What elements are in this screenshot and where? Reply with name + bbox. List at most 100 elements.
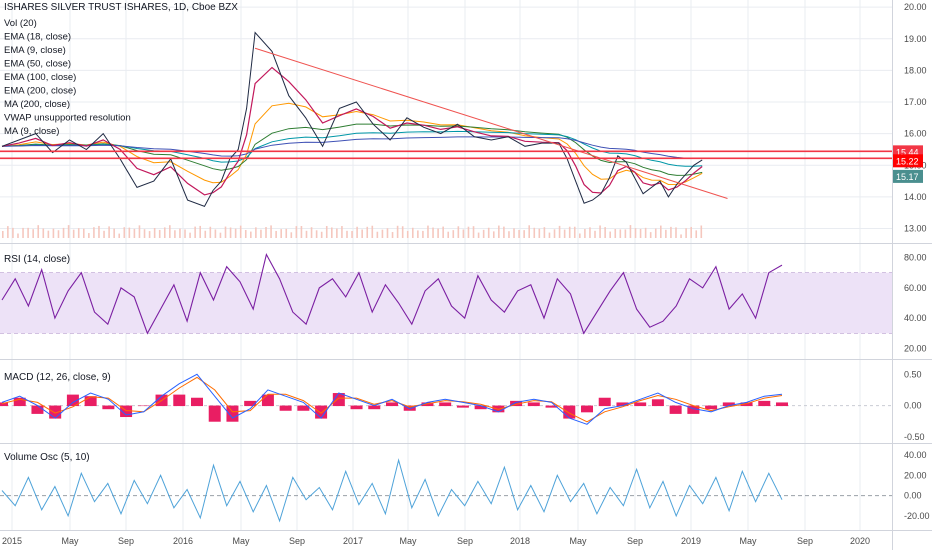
x-tick-label: Sep bbox=[457, 536, 473, 546]
volume-bar bbox=[270, 225, 272, 238]
volume-bar bbox=[599, 225, 601, 238]
volume-bar bbox=[624, 229, 627, 238]
price-tick-label: 14.00 bbox=[904, 192, 927, 202]
ema-9-line bbox=[1, 66, 703, 196]
macd-histogram-bar bbox=[297, 405, 310, 411]
volume-bar bbox=[614, 228, 617, 238]
macd-histogram-bar bbox=[616, 402, 629, 407]
indicator-legend-item: EMA (50, close) bbox=[4, 59, 71, 70]
volume-bar bbox=[457, 226, 460, 238]
volume-bar bbox=[629, 225, 632, 238]
price-tick-label: 17.00 bbox=[904, 97, 927, 107]
macd-histogram-bar bbox=[102, 405, 115, 410]
price-tick-label: 20.00 bbox=[904, 2, 927, 12]
macd-line bbox=[1, 373, 783, 425]
volume-bar bbox=[513, 228, 515, 238]
rsi-tick-label: 20.00 bbox=[904, 343, 927, 353]
volume-bar bbox=[675, 227, 677, 238]
volume-bar bbox=[199, 225, 202, 238]
volume-bar bbox=[280, 229, 282, 238]
volume-bar bbox=[391, 232, 394, 238]
volume-bar bbox=[67, 225, 70, 238]
rsi-series-group bbox=[1, 252, 783, 335]
volume-bar bbox=[113, 228, 115, 238]
volume-bar bbox=[604, 227, 606, 238]
volume-bar bbox=[401, 226, 404, 238]
volume-bar bbox=[204, 230, 207, 238]
indicator-legend-item: MA (200, close) bbox=[4, 99, 70, 110]
x-tick-label: May bbox=[569, 536, 587, 546]
volume-bar bbox=[189, 232, 191, 238]
vol-osc-tick-label: -20.00 bbox=[904, 511, 930, 521]
volume-osc-series-group bbox=[1, 458, 783, 523]
volume-bar bbox=[2, 231, 4, 238]
volume-bar bbox=[558, 225, 561, 238]
volume-bar bbox=[665, 229, 667, 238]
volume-bar bbox=[422, 230, 424, 238]
volume-bar bbox=[584, 229, 586, 238]
volume-bar bbox=[508, 231, 510, 238]
volume-bar bbox=[503, 226, 505, 238]
x-tick-label: Sep bbox=[289, 536, 305, 546]
volume-bar bbox=[351, 231, 353, 238]
macd-histogram-bar bbox=[368, 405, 381, 410]
x-tick-label: 2016 bbox=[173, 536, 193, 546]
macd-title: MACD (12, 26, close, 9) bbox=[4, 372, 111, 383]
volume-bar bbox=[695, 230, 698, 238]
indicator-legend-item: Vol (20) bbox=[4, 18, 37, 29]
volume-bar bbox=[72, 229, 75, 238]
indicator-legend: Vol (20) EMA (18, close) EMA (9, close) EMA… bbox=[4, 18, 131, 137]
volume-bar bbox=[639, 228, 642, 238]
macd-histogram-bar bbox=[474, 405, 487, 410]
volume-bar bbox=[594, 230, 596, 238]
volume-bar bbox=[184, 229, 186, 238]
volume-bar bbox=[528, 225, 531, 238]
volume-bar bbox=[260, 229, 262, 238]
volume-bar bbox=[148, 231, 151, 238]
macd-histogram-bar bbox=[527, 402, 540, 407]
macd-histogram-bar bbox=[120, 405, 133, 418]
volume-bar bbox=[331, 227, 333, 238]
indicator-legend-item: EMA (200, close) bbox=[4, 86, 76, 97]
volume-bar bbox=[82, 228, 85, 238]
volume-bar bbox=[88, 233, 90, 238]
volume-bar bbox=[523, 230, 525, 238]
macd-histogram-bar bbox=[244, 400, 257, 407]
volume-bar bbox=[179, 228, 181, 238]
macd-histogram-bar bbox=[510, 400, 523, 407]
macd-histogram-bar bbox=[722, 402, 735, 407]
volume-bar bbox=[381, 229, 384, 238]
volume-bar bbox=[553, 229, 556, 238]
volume-bar bbox=[275, 230, 277, 238]
macd-histogram-bar bbox=[669, 405, 682, 414]
macd-histogram-bar bbox=[634, 402, 647, 407]
volume-bar bbox=[685, 228, 687, 238]
macd-histogram-bar bbox=[598, 397, 611, 407]
rsi-title: RSI (14, close) bbox=[4, 254, 70, 265]
price-tag-label: 15.17 bbox=[896, 172, 919, 182]
volume-bar bbox=[452, 230, 455, 238]
volume-bar bbox=[158, 229, 161, 238]
volume-bar bbox=[649, 232, 652, 238]
volume-bar bbox=[143, 229, 146, 238]
volume-bar bbox=[57, 230, 60, 238]
volume-bar bbox=[406, 230, 409, 238]
price-tag-label: 15.44 bbox=[896, 147, 919, 157]
chart-title: ISHARES SILVER TRUST ISHARES, 1D, Cboe B… bbox=[4, 2, 238, 13]
macd-histogram-bar bbox=[332, 393, 345, 407]
macd-histogram-bar bbox=[66, 394, 79, 407]
volume-bar bbox=[219, 232, 222, 238]
volume-bar bbox=[123, 227, 126, 238]
volume-bar bbox=[366, 226, 369, 238]
volume-bar bbox=[548, 232, 551, 238]
volume-bar bbox=[42, 228, 45, 238]
macd-histogram-bar bbox=[563, 405, 576, 419]
volume-bar bbox=[437, 228, 439, 238]
macd-histogram-bar bbox=[439, 402, 452, 407]
volume-bar bbox=[128, 227, 131, 238]
volume-bar bbox=[265, 227, 267, 238]
price-line bbox=[1, 31, 703, 208]
volume-bar bbox=[133, 228, 136, 238]
volume-bar bbox=[336, 228, 338, 238]
indicator-legend-item: EMA (18, close) bbox=[4, 32, 71, 43]
